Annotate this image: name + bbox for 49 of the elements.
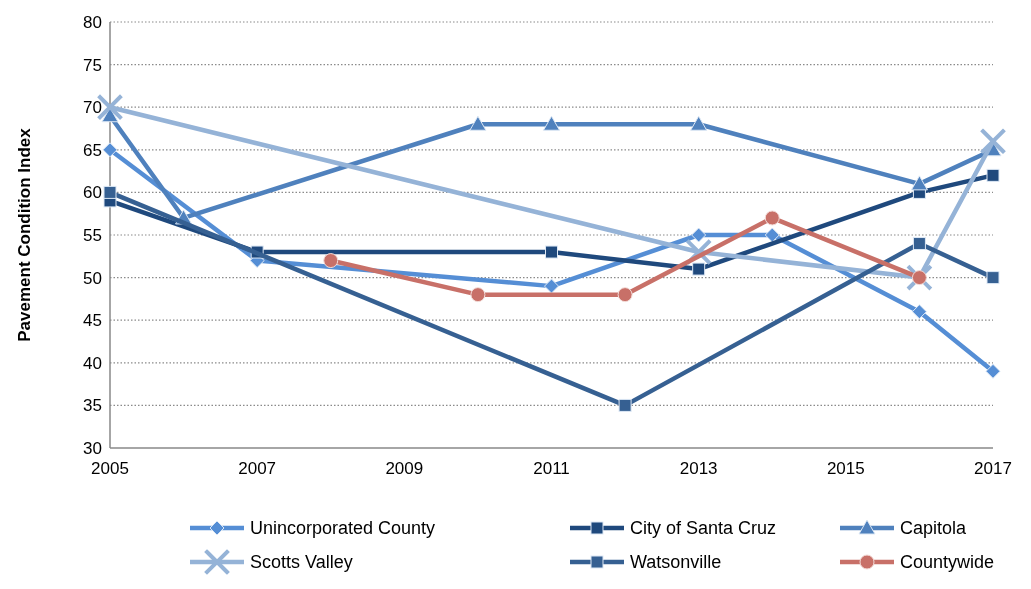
x-tick-label: 2007 <box>238 459 277 478</box>
point <box>986 271 1000 285</box>
y-tick-label: 55 <box>83 225 102 245</box>
point <box>985 363 1001 379</box>
y-tick-label: 45 <box>83 311 102 331</box>
x-tick-label: 2005 <box>91 459 129 478</box>
point <box>617 287 633 303</box>
point <box>618 398 632 412</box>
legend-label: Countywide <box>900 552 995 573</box>
point <box>323 253 339 269</box>
point <box>907 265 932 290</box>
x-tick-label: 2015 <box>826 459 865 478</box>
y-tick-label: 60 <box>83 183 102 203</box>
legend-label: City of Santa Cruz <box>630 518 777 539</box>
y-tick-label: 50 <box>83 268 102 288</box>
point <box>690 115 708 131</box>
point <box>764 227 780 243</box>
point <box>103 185 117 199</box>
legend-label: Watsonville <box>630 552 722 573</box>
y-tick-label: 65 <box>83 140 102 160</box>
point <box>102 142 118 158</box>
legend-label: Capitola <box>900 518 968 539</box>
y-tick-label: 80 <box>83 12 102 32</box>
x-tick-label: 2013 <box>679 459 718 478</box>
point <box>911 270 927 286</box>
point <box>543 115 560 131</box>
point <box>544 278 559 294</box>
point <box>469 115 487 131</box>
x-tick-label: 2009 <box>385 459 424 478</box>
y-tick-label: 40 <box>83 353 102 373</box>
point <box>912 237 926 251</box>
point <box>470 287 486 303</box>
y-tick-label: 70 <box>83 98 102 118</box>
y-tick-label: 30 <box>83 438 102 458</box>
point <box>910 175 928 191</box>
x-tick-label: 2011 <box>533 459 570 478</box>
y-tick-label: 35 <box>83 396 102 416</box>
point <box>691 227 707 243</box>
x-tick-label: 2017 <box>974 459 1012 478</box>
point <box>764 210 780 226</box>
y-tick-label: 75 <box>83 55 102 75</box>
point <box>986 168 1000 182</box>
point <box>692 262 706 276</box>
legend-label: Unincorporated County <box>250 518 436 539</box>
point <box>981 129 1005 154</box>
point <box>911 304 927 320</box>
point <box>545 245 558 259</box>
y-axis-title: Pavement Condition Index <box>15 127 34 342</box>
legend-label: Scotts Valley <box>250 552 353 573</box>
